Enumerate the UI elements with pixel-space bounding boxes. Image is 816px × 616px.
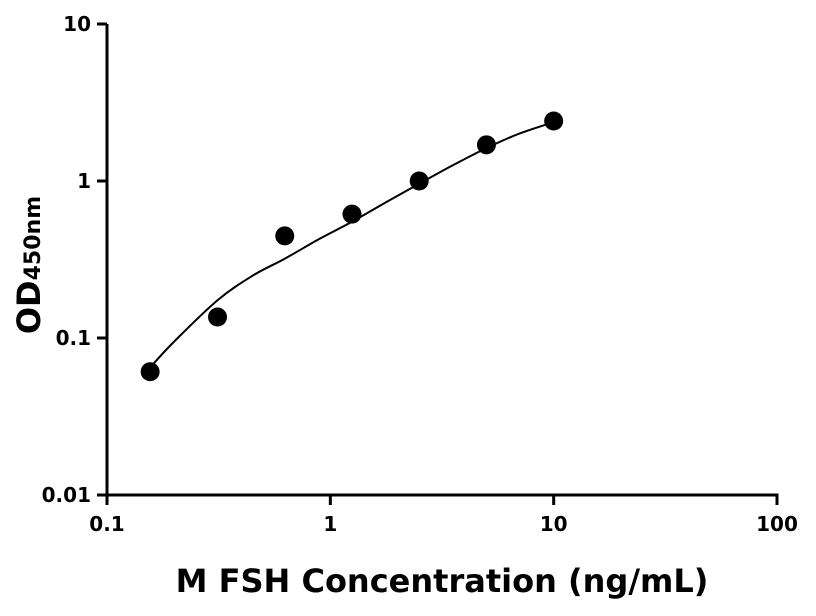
data-point [476,135,496,155]
data-points [140,111,564,382]
y-tick-label: 0.01 [42,483,91,507]
x-tick-label: 100 [756,512,798,536]
data-point [544,111,564,131]
data-point [275,226,295,246]
x-tick-label: 1 [323,512,337,536]
x-axis-title: M FSH Concentration (ng/mL) [176,562,709,600]
x-tick-label: 0.1 [89,512,124,536]
fit-curve [149,121,554,369]
y-tick-label: 1 [77,169,91,193]
data-point [208,307,228,327]
data-point [409,171,429,191]
y-tick-label: 10 [63,12,91,36]
data-point [342,204,362,224]
y-tick-label: 0.1 [56,326,91,350]
y-axis-title: OD450nm [10,196,48,334]
x-tick-label: 10 [540,512,568,536]
y-axis-title-sub: 450nm [21,196,46,281]
axes: 0.1 1 10 100 0.01 0.1 1 10 [42,12,798,536]
data-point [140,362,160,382]
y-axis-title-main: OD [10,280,48,334]
